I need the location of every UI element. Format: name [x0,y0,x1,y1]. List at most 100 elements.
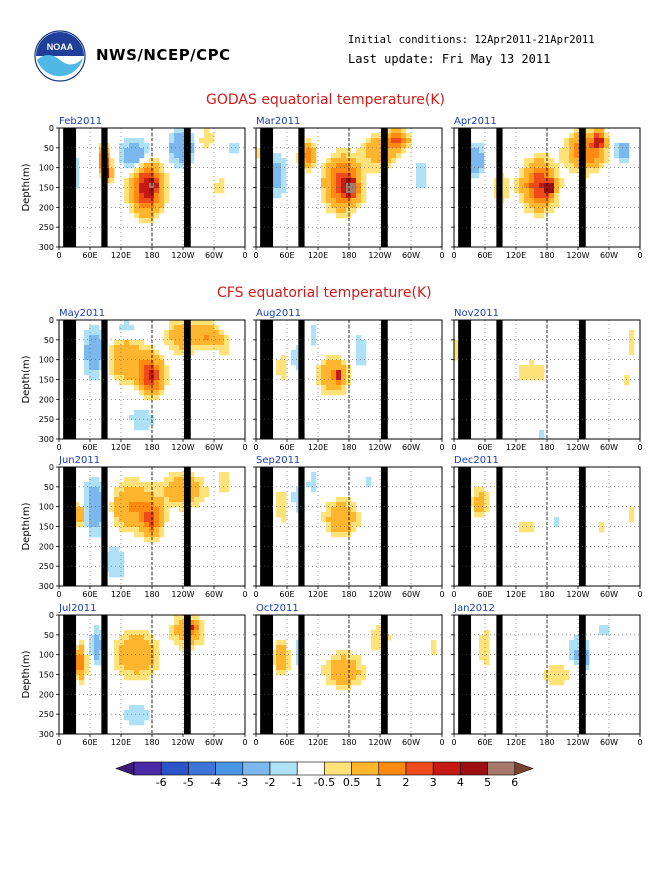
field-cell [361,198,367,204]
field-cell [129,340,135,346]
field-cell [119,507,125,513]
field-cell [479,148,485,154]
field-cell [179,345,185,351]
field-cell [219,345,225,351]
field-cell [154,522,160,528]
colorbar-segment [487,761,516,776]
field-cell [529,173,535,179]
field-cell [139,375,145,381]
field-cell [524,188,530,194]
field-cell [351,183,357,189]
field-cell [219,178,225,184]
field-cell [341,365,347,371]
field-cell [204,345,210,351]
field-cell [539,173,545,179]
field-cell [271,660,277,666]
field-cell [589,168,595,174]
field-cell [189,492,195,498]
field-cell [484,492,490,498]
godas-section-title: GODAS equatorial temperature(K) [206,92,445,108]
field-cell [124,198,130,204]
field-cell [341,660,347,666]
last-update: Last update: Fri May 13 2011 [348,52,551,66]
field-cell [199,620,205,626]
field-cell [179,640,185,646]
field-cell [276,660,282,666]
field-cell [336,193,342,199]
field-cell [361,183,367,189]
field-cell [311,153,317,159]
field-cell [144,507,150,513]
field-cell [281,360,287,366]
field-cell [84,670,90,676]
field-cell [129,380,135,386]
field-cell [599,527,605,533]
field-cell [311,477,317,483]
field-cell [336,153,342,159]
x-tick-label: 0 [637,738,642,747]
field-cell [326,517,332,523]
field-cell [336,670,342,676]
field-cell [534,375,540,381]
x-tick-label: 120W [171,590,194,599]
field-cell [366,168,372,174]
panel-title: Jan2012 [453,603,495,614]
field-cell [534,168,540,174]
field-cell [174,345,180,351]
field-cell [159,198,165,204]
field-cell [524,365,530,371]
field-cell [341,153,347,159]
field-cell [624,158,630,164]
field-cell [401,138,407,144]
field-cell [89,340,95,346]
field-cell [79,670,85,676]
field-cell [174,335,180,341]
field-cell [84,512,90,518]
field-cell [276,173,282,179]
field-cell [139,385,145,391]
field-cell [351,153,357,159]
field-cell [574,650,580,656]
field-cell [594,158,600,164]
field-cell [179,630,185,636]
field-cell [139,168,145,174]
x-tick-label: 60E [279,590,294,599]
field-cell [351,178,357,184]
field-cell [134,522,140,528]
x-tick-label: 120E [506,251,526,260]
field-cell [139,153,145,159]
field-cell [174,497,180,503]
field-cell [159,168,165,174]
field-cell [356,178,362,184]
land-mask [496,615,503,734]
field-cell [124,660,130,666]
field-cell [124,635,130,641]
field-cell [164,193,170,199]
field-cell [549,168,555,174]
field-cell [164,335,170,341]
field-cell [214,345,220,351]
field-cell [129,350,135,356]
field-cell [559,148,565,154]
field-cell [159,512,165,518]
field-cell [174,477,180,483]
field-cell [139,660,145,666]
field-cell [594,138,600,144]
field-cell [114,552,120,558]
field-cell [271,158,277,164]
field-cell [539,183,545,189]
field-cell [144,410,150,416]
field-cell [554,163,560,169]
field-cell [316,365,322,371]
field-cell [144,415,150,421]
field-cell [114,345,120,351]
panel-field [454,615,640,734]
field-cell [109,360,115,366]
field-cell [129,482,135,488]
field-cell [139,410,145,416]
field-cell [94,650,100,656]
field-cell [326,360,332,366]
field-cell [134,173,140,179]
field-cell [134,532,140,538]
field-cell [351,527,357,533]
